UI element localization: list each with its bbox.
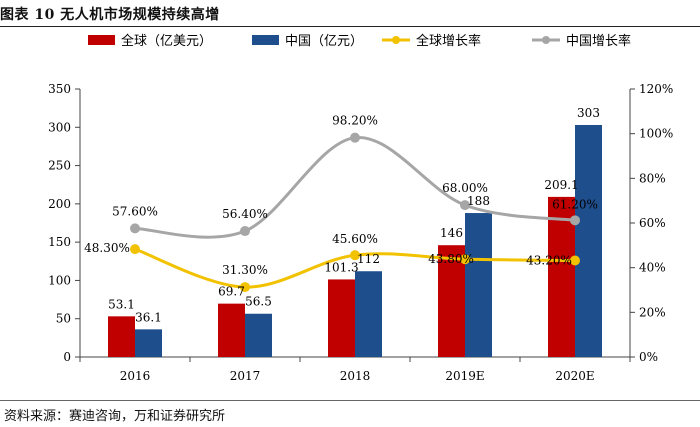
y-tick-label-left: 350	[48, 82, 71, 96]
bar-china	[465, 213, 492, 357]
market-size-chart: 0 50 100 150 200 250 300 350 0% 20% 40% 60% 80% 100% 1…	[48, 33, 673, 383]
data-label-global: 209.1	[544, 178, 578, 192]
legend-china-market-label: 中国（亿元）	[285, 34, 363, 49]
data-label-china-growth: 56.40%	[222, 207, 268, 221]
y-tick-label-right: 40%	[639, 261, 666, 275]
bar-global	[548, 196, 575, 357]
data-label-global-growth: 45.60%	[332, 232, 378, 246]
bar-global	[328, 279, 355, 357]
x-tick-label: 2019E	[445, 369, 484, 383]
bar-china	[575, 124, 602, 357]
point-global-growth	[350, 250, 360, 261]
bar-china	[355, 271, 382, 357]
y-tick-label-left: 150	[48, 235, 71, 249]
y-tick-label-right: 120%	[639, 82, 673, 96]
source-rule	[0, 400, 700, 401]
y-tick-label-right: 100%	[639, 127, 673, 141]
point-china-growth	[350, 132, 360, 143]
data-label-china: 112	[357, 252, 380, 266]
point-global-growth	[460, 254, 470, 265]
x-tick-label: 2016	[120, 369, 151, 383]
legend-global-market-swatch	[88, 35, 115, 45]
y-tick-label-left: 250	[48, 159, 71, 173]
legend-china-growth-marker	[542, 36, 550, 44]
data-label-global: 101.3	[324, 260, 358, 274]
x-tick-label: 2020E	[555, 369, 594, 383]
x-tick-label: 2018	[340, 369, 371, 383]
data-label-china-growth: 68.00%	[442, 181, 488, 195]
point-china-growth	[570, 215, 580, 226]
bar-china	[135, 329, 162, 357]
data-label-china-growth: 57.60%	[112, 204, 158, 218]
point-global-growth	[570, 255, 580, 266]
data-label-china: 56.5	[245, 295, 272, 309]
bar-global	[218, 303, 245, 357]
data-label-global-growth: 48.30%	[84, 241, 130, 255]
data-label-global-growth: 43.20%	[526, 254, 572, 268]
y-tick-label-left: 300	[48, 120, 71, 134]
bar-china	[245, 313, 272, 357]
data-label-china: 188	[467, 194, 490, 208]
data-label-global: 69.7	[218, 285, 245, 299]
data-label-china: 303	[577, 106, 600, 120]
legend-global-market-label: 全球（亿美元）	[121, 33, 212, 49]
y-tick-label-right: 80%	[639, 171, 666, 185]
data-label-china-growth: 98.20%	[332, 114, 378, 128]
bar-global	[108, 316, 135, 357]
legend-china-growth-label: 中国增长率	[566, 33, 631, 49]
bar-global	[438, 245, 465, 357]
data-label-global-growth: 31.30%	[222, 263, 268, 277]
point-china-growth	[130, 223, 140, 234]
y-tick-label-right: 20%	[639, 305, 666, 319]
point-global-growth	[130, 244, 140, 255]
x-tick-label: 2017	[230, 369, 261, 383]
legend-global-growth-label: 全球增长率	[416, 33, 481, 49]
point-china-growth	[460, 200, 470, 211]
data-label-global: 53.1	[108, 297, 135, 311]
y-tick-label-left: 200	[48, 197, 71, 211]
y-tick-label-left: 100	[48, 273, 71, 287]
point-china-growth	[240, 226, 250, 237]
y-tick-label-right: 0%	[639, 350, 658, 364]
y-tick-label-left: 50	[56, 312, 71, 326]
data-label-global: 146	[440, 226, 463, 240]
legend-china-market-swatch	[252, 35, 279, 45]
figure-title: 图表 10 无人机市场规模持续高增	[0, 7, 220, 23]
legend-global-growth-marker	[392, 36, 400, 44]
line-china-growth	[134, 136, 576, 239]
y-tick-label-left: 0	[63, 350, 71, 364]
y-tick-label-right: 60%	[639, 216, 666, 230]
data-label-china-growth: 61.20%	[552, 197, 598, 211]
data-label-global-growth: 43.80%	[428, 252, 474, 266]
point-global-growth	[240, 282, 250, 293]
source-note: 资料来源：赛迪咨询，万和证券研究所	[4, 409, 226, 424]
title-rule	[0, 26, 700, 27]
data-label-china: 36.1	[135, 310, 162, 324]
